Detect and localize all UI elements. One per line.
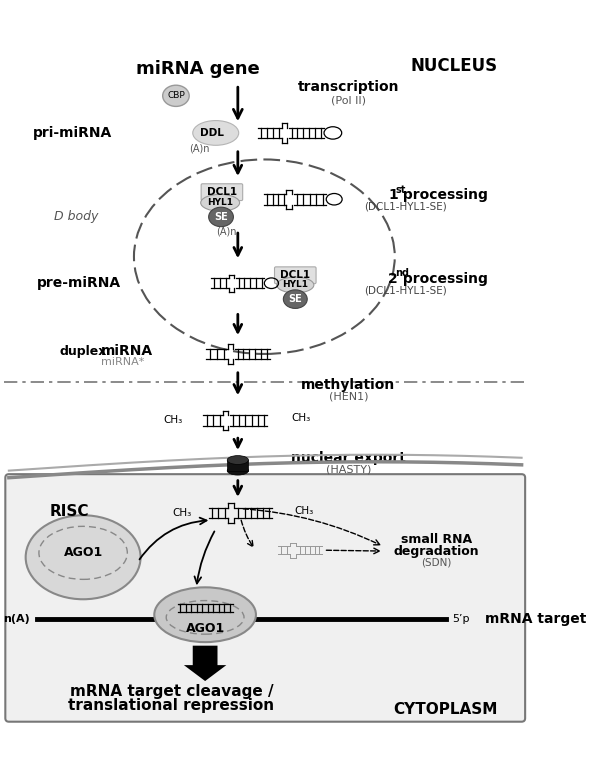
Text: DCL1: DCL1	[280, 270, 310, 280]
Ellipse shape	[155, 588, 256, 642]
Text: (HASTY): (HASTY)	[326, 465, 371, 475]
Text: nd: nd	[395, 269, 409, 279]
Text: mRNA target: mRNA target	[485, 612, 587, 626]
Text: HYL1: HYL1	[282, 280, 308, 290]
Ellipse shape	[227, 455, 249, 465]
Text: (DCL1-HYL1-SE): (DCL1-HYL1-SE)	[365, 201, 447, 211]
Text: (Pol II): (Pol II)	[331, 95, 366, 105]
Ellipse shape	[193, 121, 239, 145]
Text: pri-miRNA: pri-miRNA	[33, 126, 112, 140]
Text: small RNA: small RNA	[401, 533, 472, 546]
Text: methylation: methylation	[301, 378, 395, 392]
Text: SE: SE	[214, 212, 228, 222]
Ellipse shape	[201, 194, 240, 211]
Text: transcription: transcription	[298, 80, 399, 94]
Bar	[227, 460, 249, 471]
Text: CYTOPLASM: CYTOPLASM	[394, 702, 498, 717]
Text: (A)n: (A)n	[189, 144, 210, 154]
Ellipse shape	[208, 207, 233, 227]
Text: 1: 1	[388, 188, 398, 202]
FancyArrow shape	[184, 646, 226, 681]
Text: NUCLEUS: NUCLEUS	[411, 57, 498, 75]
Text: RISC: RISC	[50, 504, 89, 519]
Text: DCL1: DCL1	[207, 187, 237, 197]
Text: processing: processing	[398, 272, 488, 286]
Text: (DCL1-HYL1-SE): (DCL1-HYL1-SE)	[365, 285, 447, 295]
Text: translational repression: translational repression	[69, 698, 275, 713]
Text: SE: SE	[288, 294, 302, 304]
Text: processing: processing	[398, 188, 488, 202]
Text: D body: D body	[54, 210, 98, 223]
Ellipse shape	[284, 290, 307, 309]
Text: nuclear export: nuclear export	[291, 452, 406, 465]
Ellipse shape	[163, 85, 189, 107]
Text: miRNA gene: miRNA gene	[136, 61, 260, 78]
Text: CH₃: CH₃	[163, 415, 183, 425]
Text: pre-miRNA: pre-miRNA	[37, 276, 121, 290]
Text: 5’p: 5’p	[453, 614, 470, 624]
Text: (A)n: (A)n	[216, 226, 237, 236]
Ellipse shape	[227, 466, 249, 475]
Text: degradation: degradation	[394, 545, 480, 558]
Text: 2: 2	[388, 272, 398, 286]
Text: CBP: CBP	[167, 91, 185, 101]
Ellipse shape	[276, 277, 314, 293]
Text: (HEN1): (HEN1)	[329, 392, 368, 402]
Text: HYL1: HYL1	[207, 198, 233, 207]
Text: duplex: duplex	[59, 345, 107, 358]
Text: CH₃: CH₃	[292, 413, 311, 423]
Text: (SDN): (SDN)	[422, 558, 452, 568]
Text: CH₃: CH₃	[172, 508, 192, 518]
FancyBboxPatch shape	[201, 184, 243, 200]
FancyBboxPatch shape	[275, 266, 316, 283]
Text: AGO1: AGO1	[185, 622, 225, 635]
Text: DDL: DDL	[200, 128, 224, 138]
Text: mRNA target cleavage /: mRNA target cleavage /	[70, 684, 274, 699]
Text: n(A): n(A)	[4, 614, 30, 624]
Text: miRNA*: miRNA*	[101, 357, 144, 367]
Text: CH₃: CH₃	[294, 506, 314, 516]
Text: st: st	[395, 184, 406, 194]
FancyBboxPatch shape	[5, 474, 525, 722]
Ellipse shape	[25, 515, 140, 599]
Text: AGO1: AGO1	[63, 546, 103, 559]
Text: miRNA: miRNA	[101, 344, 153, 359]
